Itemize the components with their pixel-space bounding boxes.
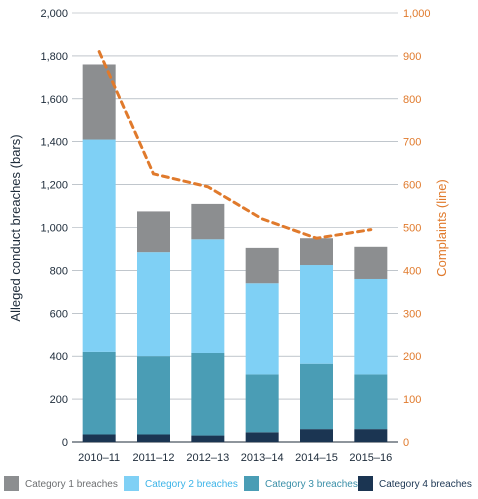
bar-segment — [245, 247, 279, 284]
y2-tick-label: 200 — [403, 351, 421, 363]
bar-segment — [300, 238, 333, 266]
y-tick-label: 800 — [50, 265, 68, 277]
bar-segment — [354, 374, 388, 430]
axis-ticks: 0 200 400 600 800 1,000 1,200 1,400 1,600 1,800 2,… — [40, 8, 430, 464]
stacked-bars — [82, 64, 388, 442]
y-tick-label: 1,400 — [40, 137, 68, 149]
bar-segment — [191, 352, 225, 436]
x-tick-label: 2014–15 — [295, 452, 338, 464]
bar-segment — [137, 356, 170, 435]
y-tick-label: 400 — [50, 351, 68, 363]
bar-segment — [245, 374, 279, 433]
bar-segment — [300, 363, 333, 430]
y2-tick-label: 400 — [403, 265, 421, 277]
bar-segment — [82, 434, 116, 442]
bar-segment — [245, 432, 279, 442]
y2-tick-label: 0 — [403, 437, 409, 449]
x-tick-label: 2011–12 — [132, 452, 174, 464]
bar-segment — [137, 252, 170, 357]
legend-swatch — [244, 476, 259, 491]
legend-label: Category 1 breaches — [25, 479, 118, 490]
y-tick-label: 600 — [50, 308, 68, 320]
legend-swatch — [124, 476, 139, 491]
y2-tick-label: 300 — [403, 308, 421, 320]
x-tick-label: 2012–13 — [186, 452, 229, 464]
y-tick-label: 2,000 — [40, 8, 68, 20]
complaints-line-path — [97, 50, 373, 240]
bar-segment — [191, 435, 225, 442]
y2-tick-label: 500 — [403, 223, 421, 235]
x-tick-label: 2013–14 — [241, 452, 284, 464]
y-tick-label: 1,800 — [40, 51, 68, 63]
legend-label: Category 2 breaches — [145, 479, 238, 490]
bar-segment — [191, 239, 225, 353]
legend: Category 1 breaches Category 2 breaches Ca… — [4, 476, 472, 491]
y-axis-title: Alleged conduct breaches (bars) — [8, 134, 23, 321]
y2-tick-label: 900 — [403, 51, 421, 63]
bar-segment — [137, 434, 170, 442]
bar-segment — [82, 351, 116, 435]
bar-segment — [354, 278, 388, 375]
y-tick-label: 1,600 — [40, 94, 68, 106]
y-tick-label: 1,200 — [40, 180, 68, 192]
bar-segment — [354, 429, 388, 442]
y-tick-label: 1,000 — [40, 223, 68, 235]
bar-segment — [137, 211, 170, 253]
x-tick-label: 2010–11 — [78, 452, 120, 464]
y2-tick-label: 700 — [403, 137, 421, 149]
y2-tick-label: 1,000 — [403, 8, 431, 20]
bar-segment — [300, 429, 333, 442]
bar-segment — [354, 246, 388, 279]
bar-segment — [82, 139, 116, 352]
legend-swatch — [4, 476, 19, 491]
complaints-line — [97, 50, 373, 240]
y-tick-label: 200 — [50, 394, 68, 406]
bar-segment — [191, 203, 225, 240]
y2-axis-title: Complaints (line) — [434, 179, 449, 277]
legend-swatch — [358, 476, 373, 491]
bar-segment — [300, 265, 333, 364]
x-tick-label: 2015–16 — [349, 452, 392, 464]
y2-tick-label: 800 — [403, 94, 421, 106]
bar-segment — [245, 283, 279, 375]
legend-label: Category 4 breaches — [379, 479, 472, 490]
y-tick-label: 0 — [62, 437, 68, 449]
y2-tick-label: 100 — [403, 394, 421, 406]
gridlines — [72, 12, 398, 443]
y2-tick-label: 600 — [403, 180, 421, 192]
legend-label: Category 3 breaches — [265, 479, 358, 490]
